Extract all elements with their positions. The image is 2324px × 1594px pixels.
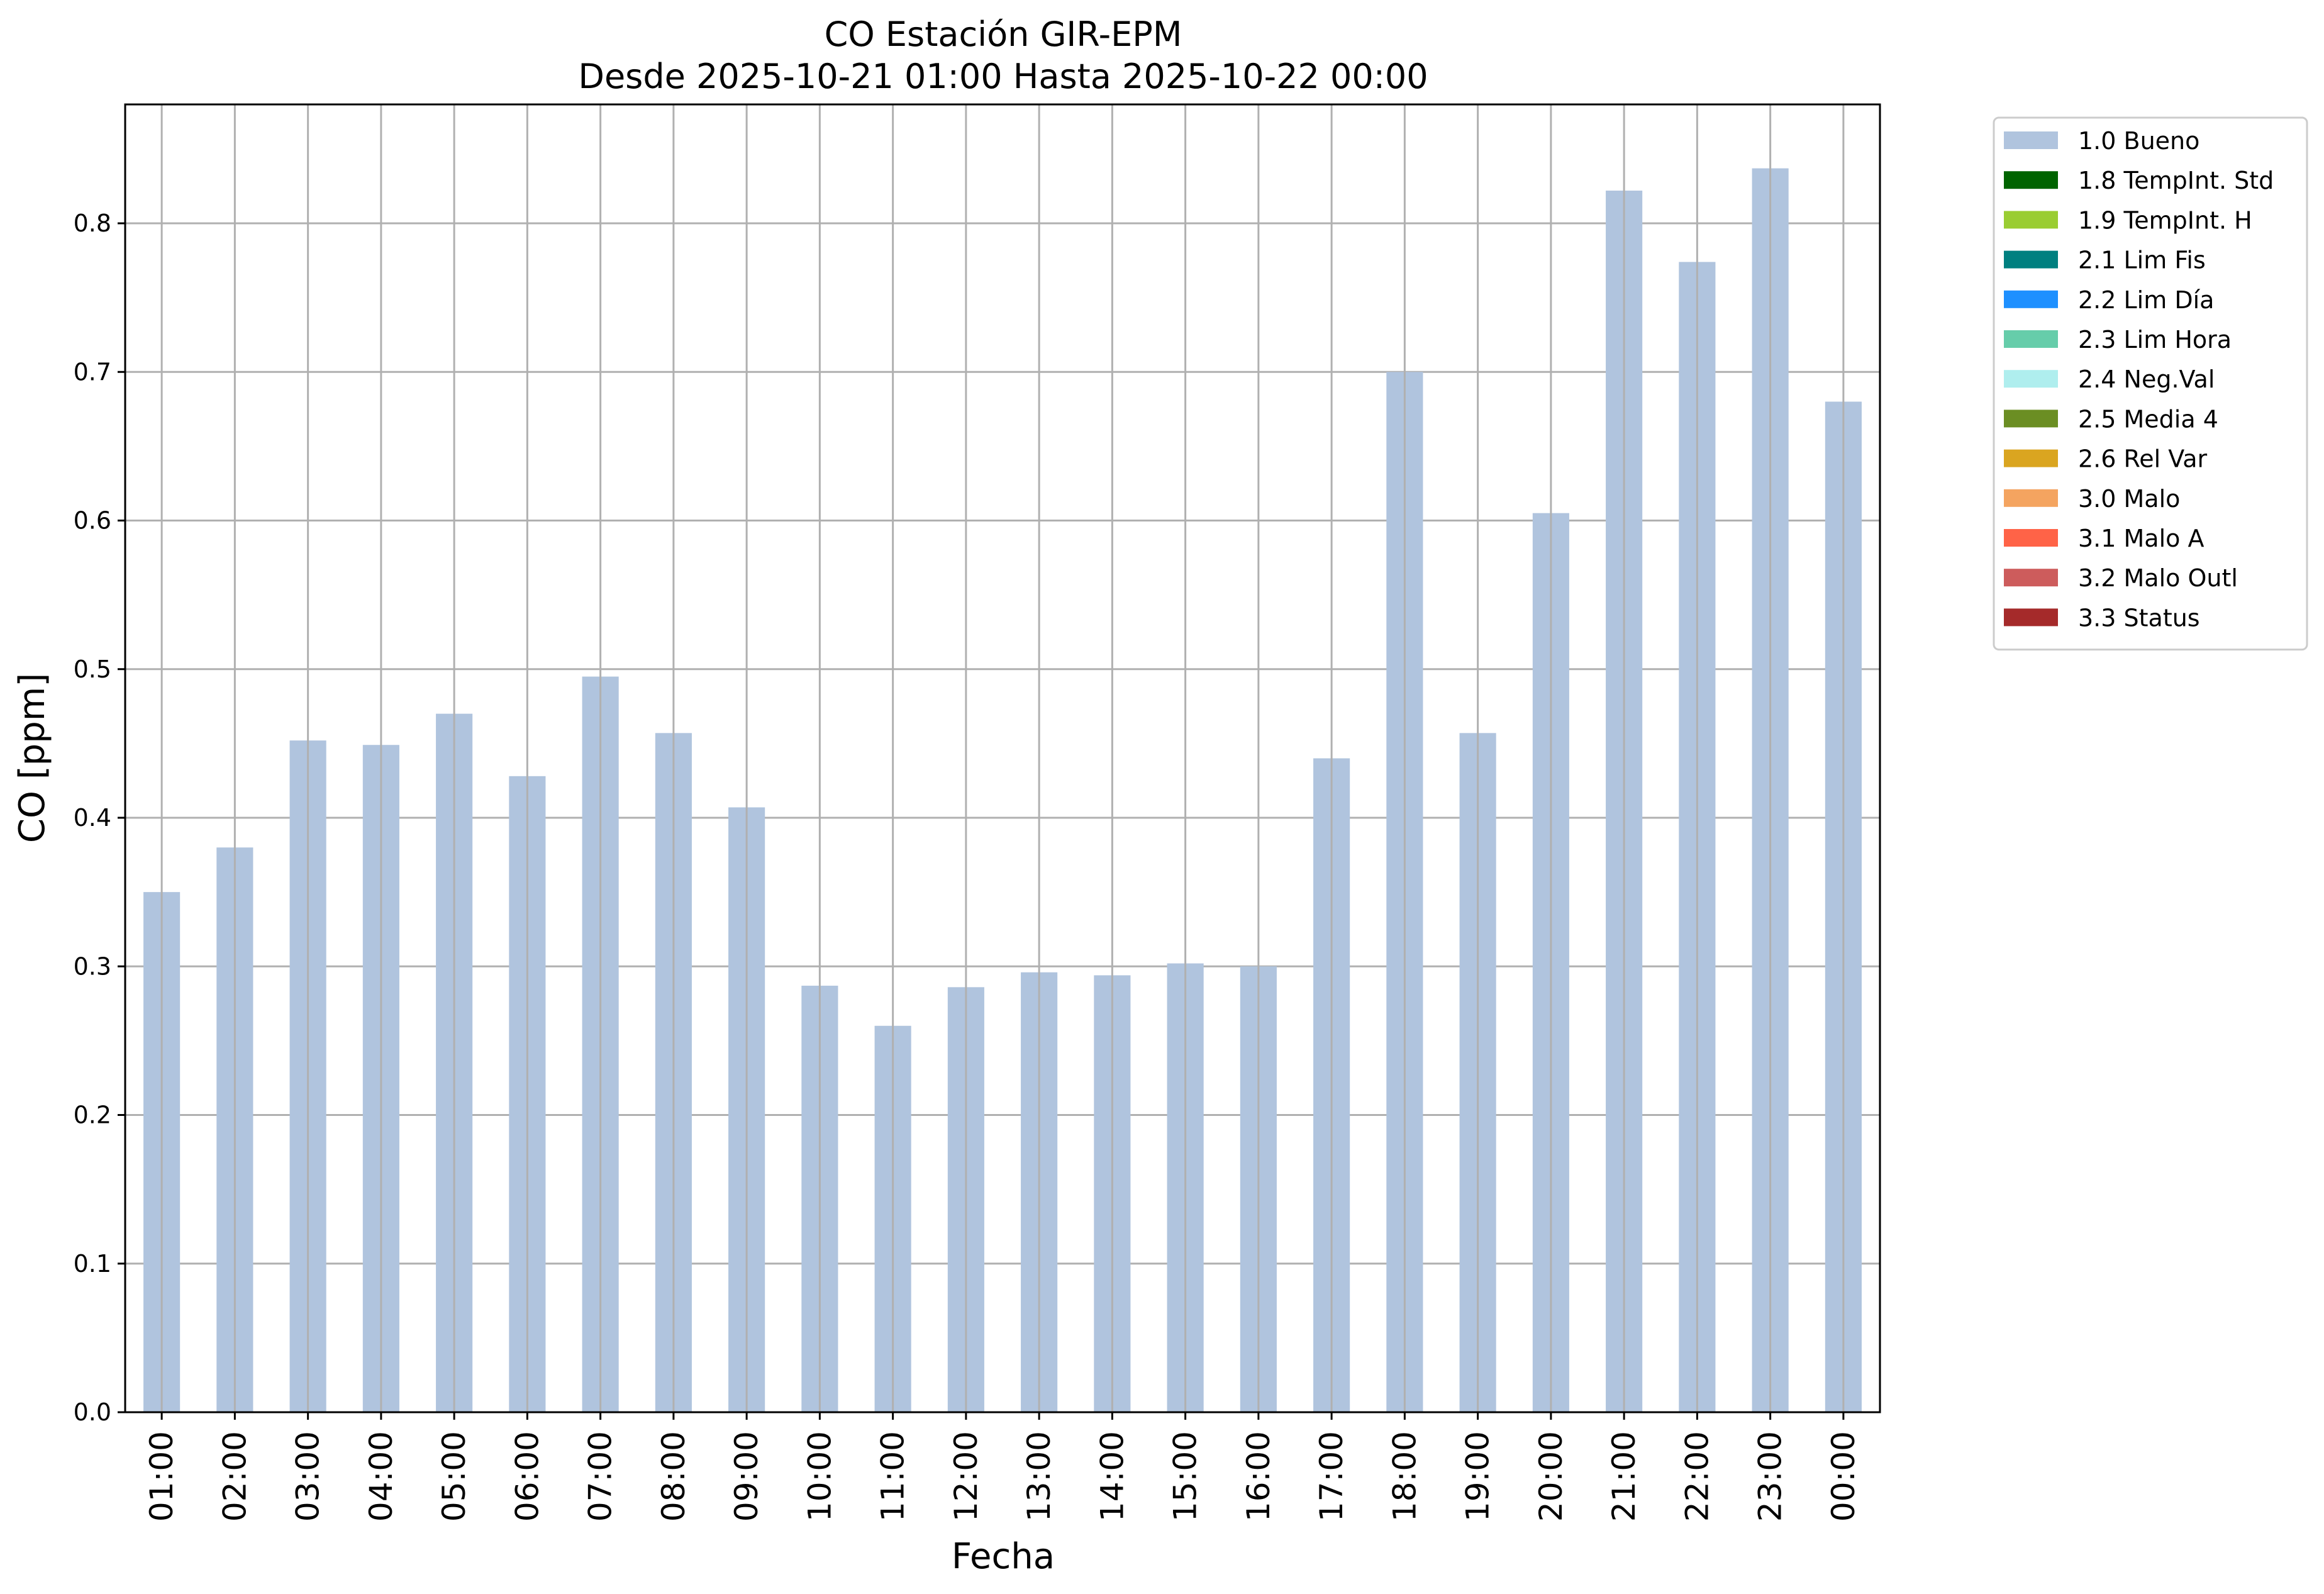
legend-label: 2.3 Lim Hora bbox=[2078, 326, 2232, 354]
x-tick-label: 15:00 bbox=[1167, 1431, 1204, 1522]
x-tick-label: 20:00 bbox=[1533, 1431, 1569, 1522]
legend: 1.0 Bueno 1.8 TempInt. Std 1.9 TempInt. H 2… bbox=[1993, 116, 2308, 651]
x-tick-label: 21:00 bbox=[1606, 1431, 1642, 1522]
x-tick-label: 03:00 bbox=[290, 1431, 326, 1522]
x-tick-label: 06:00 bbox=[509, 1431, 545, 1522]
x-tick-label: 14:00 bbox=[1094, 1431, 1130, 1522]
y-tick-label: 0.1 bbox=[74, 1250, 111, 1278]
legend-swatch bbox=[2004, 290, 2058, 308]
y-axis-label: CO [ppm] bbox=[12, 673, 53, 843]
legend-label: 2.5 Media 4 bbox=[2078, 405, 2218, 433]
x-tick-label: 13:00 bbox=[1021, 1431, 1057, 1522]
legend-label: 1.0 Bueno bbox=[2078, 127, 2199, 155]
x-tick-label: 01:00 bbox=[143, 1431, 180, 1522]
y-tick-label: 0.6 bbox=[74, 507, 111, 535]
legend-label: 3.1 Malo A bbox=[2078, 525, 2204, 552]
legend-swatch bbox=[2004, 608, 2058, 627]
x-tick-label: 12:00 bbox=[948, 1431, 984, 1522]
vertical-grid bbox=[160, 104, 1845, 1412]
x-tick-label: 19:00 bbox=[1460, 1431, 1496, 1522]
legend-swatch bbox=[2004, 489, 2058, 507]
x-tick-label: 17:00 bbox=[1313, 1431, 1350, 1522]
legend-label: 3.2 Malo Outl bbox=[2078, 564, 2238, 592]
y-tick-label: 0.5 bbox=[74, 655, 111, 683]
legend-label: 2.2 Lim Día bbox=[2078, 286, 2214, 314]
x-tick-label: 10:00 bbox=[801, 1431, 838, 1522]
legend-swatch bbox=[2004, 370, 2058, 388]
legend-box bbox=[1993, 116, 2308, 651]
legend-label: 3.0 Malo bbox=[2078, 485, 2180, 513]
legend-swatch bbox=[2004, 529, 2058, 547]
legend-swatch bbox=[2004, 569, 2058, 587]
chart-subtitle: Desde 2025-10-21 01:00 Hasta 2025-10-22 … bbox=[578, 57, 1428, 96]
bars bbox=[143, 168, 1862, 1412]
grid bbox=[125, 222, 1880, 1413]
x-tick-label: 23:00 bbox=[1752, 1431, 1789, 1522]
plot-frame bbox=[124, 103, 1881, 1413]
legend-label: 1.9 TempInt. H bbox=[2078, 206, 2252, 234]
legend-swatch bbox=[2004, 211, 2058, 229]
legend-swatch bbox=[2004, 330, 2058, 348]
x-tick-label: 08:00 bbox=[655, 1431, 692, 1522]
x-tick-label: 00:00 bbox=[1825, 1431, 1862, 1522]
x-tick-label: 04:00 bbox=[363, 1431, 399, 1522]
legend-swatch bbox=[2004, 131, 2058, 149]
y-tick-label: 0.8 bbox=[74, 209, 111, 237]
legend-label: 2.4 Neg.Val bbox=[2078, 365, 2215, 393]
y-tick-label: 0.7 bbox=[74, 358, 111, 386]
legend-swatch bbox=[2004, 449, 2058, 467]
y-tick-label: 0.0 bbox=[74, 1398, 111, 1426]
legend-swatch bbox=[2004, 250, 2058, 269]
chart-title: CO Estación GIR-EPM bbox=[825, 14, 1182, 54]
y-tick-label: 0.3 bbox=[74, 952, 111, 980]
x-tick-label: 18:00 bbox=[1386, 1431, 1423, 1522]
legend-label: 2.6 Rel Var bbox=[2078, 445, 2208, 473]
y-axis-ticks: 0.0 0.1 0.2 0.3 0.4 0.5 0.6 0.7 0.8 bbox=[74, 209, 125, 1426]
legend-swatch bbox=[2004, 171, 2058, 189]
x-tick-label: 09:00 bbox=[728, 1431, 765, 1522]
legend-swatch bbox=[2004, 410, 2058, 428]
legend-label: 1.8 TempInt. Std bbox=[2078, 167, 2274, 194]
x-tick-label: 11:00 bbox=[875, 1431, 911, 1522]
x-tick-label: 07:00 bbox=[582, 1431, 619, 1522]
legend-label: 2.1 Lim Fis bbox=[2078, 247, 2206, 274]
x-tick-label: 16:00 bbox=[1240, 1431, 1277, 1522]
x-tick-label: 05:00 bbox=[436, 1431, 472, 1522]
x-tick-label: 22:00 bbox=[1679, 1431, 1715, 1522]
legend-label: 3.3 Status bbox=[2078, 604, 2200, 632]
x-tick-label: 02:00 bbox=[216, 1431, 253, 1522]
x-axis-label: Fecha bbox=[952, 1536, 1055, 1577]
y-tick-label: 0.4 bbox=[74, 804, 111, 832]
y-tick-label: 0.2 bbox=[74, 1101, 111, 1129]
x-axis-ticks: 01:00 02:00 03:00 04:00 05:00 06:00 07:00 08:00… bbox=[143, 1412, 1862, 1522]
